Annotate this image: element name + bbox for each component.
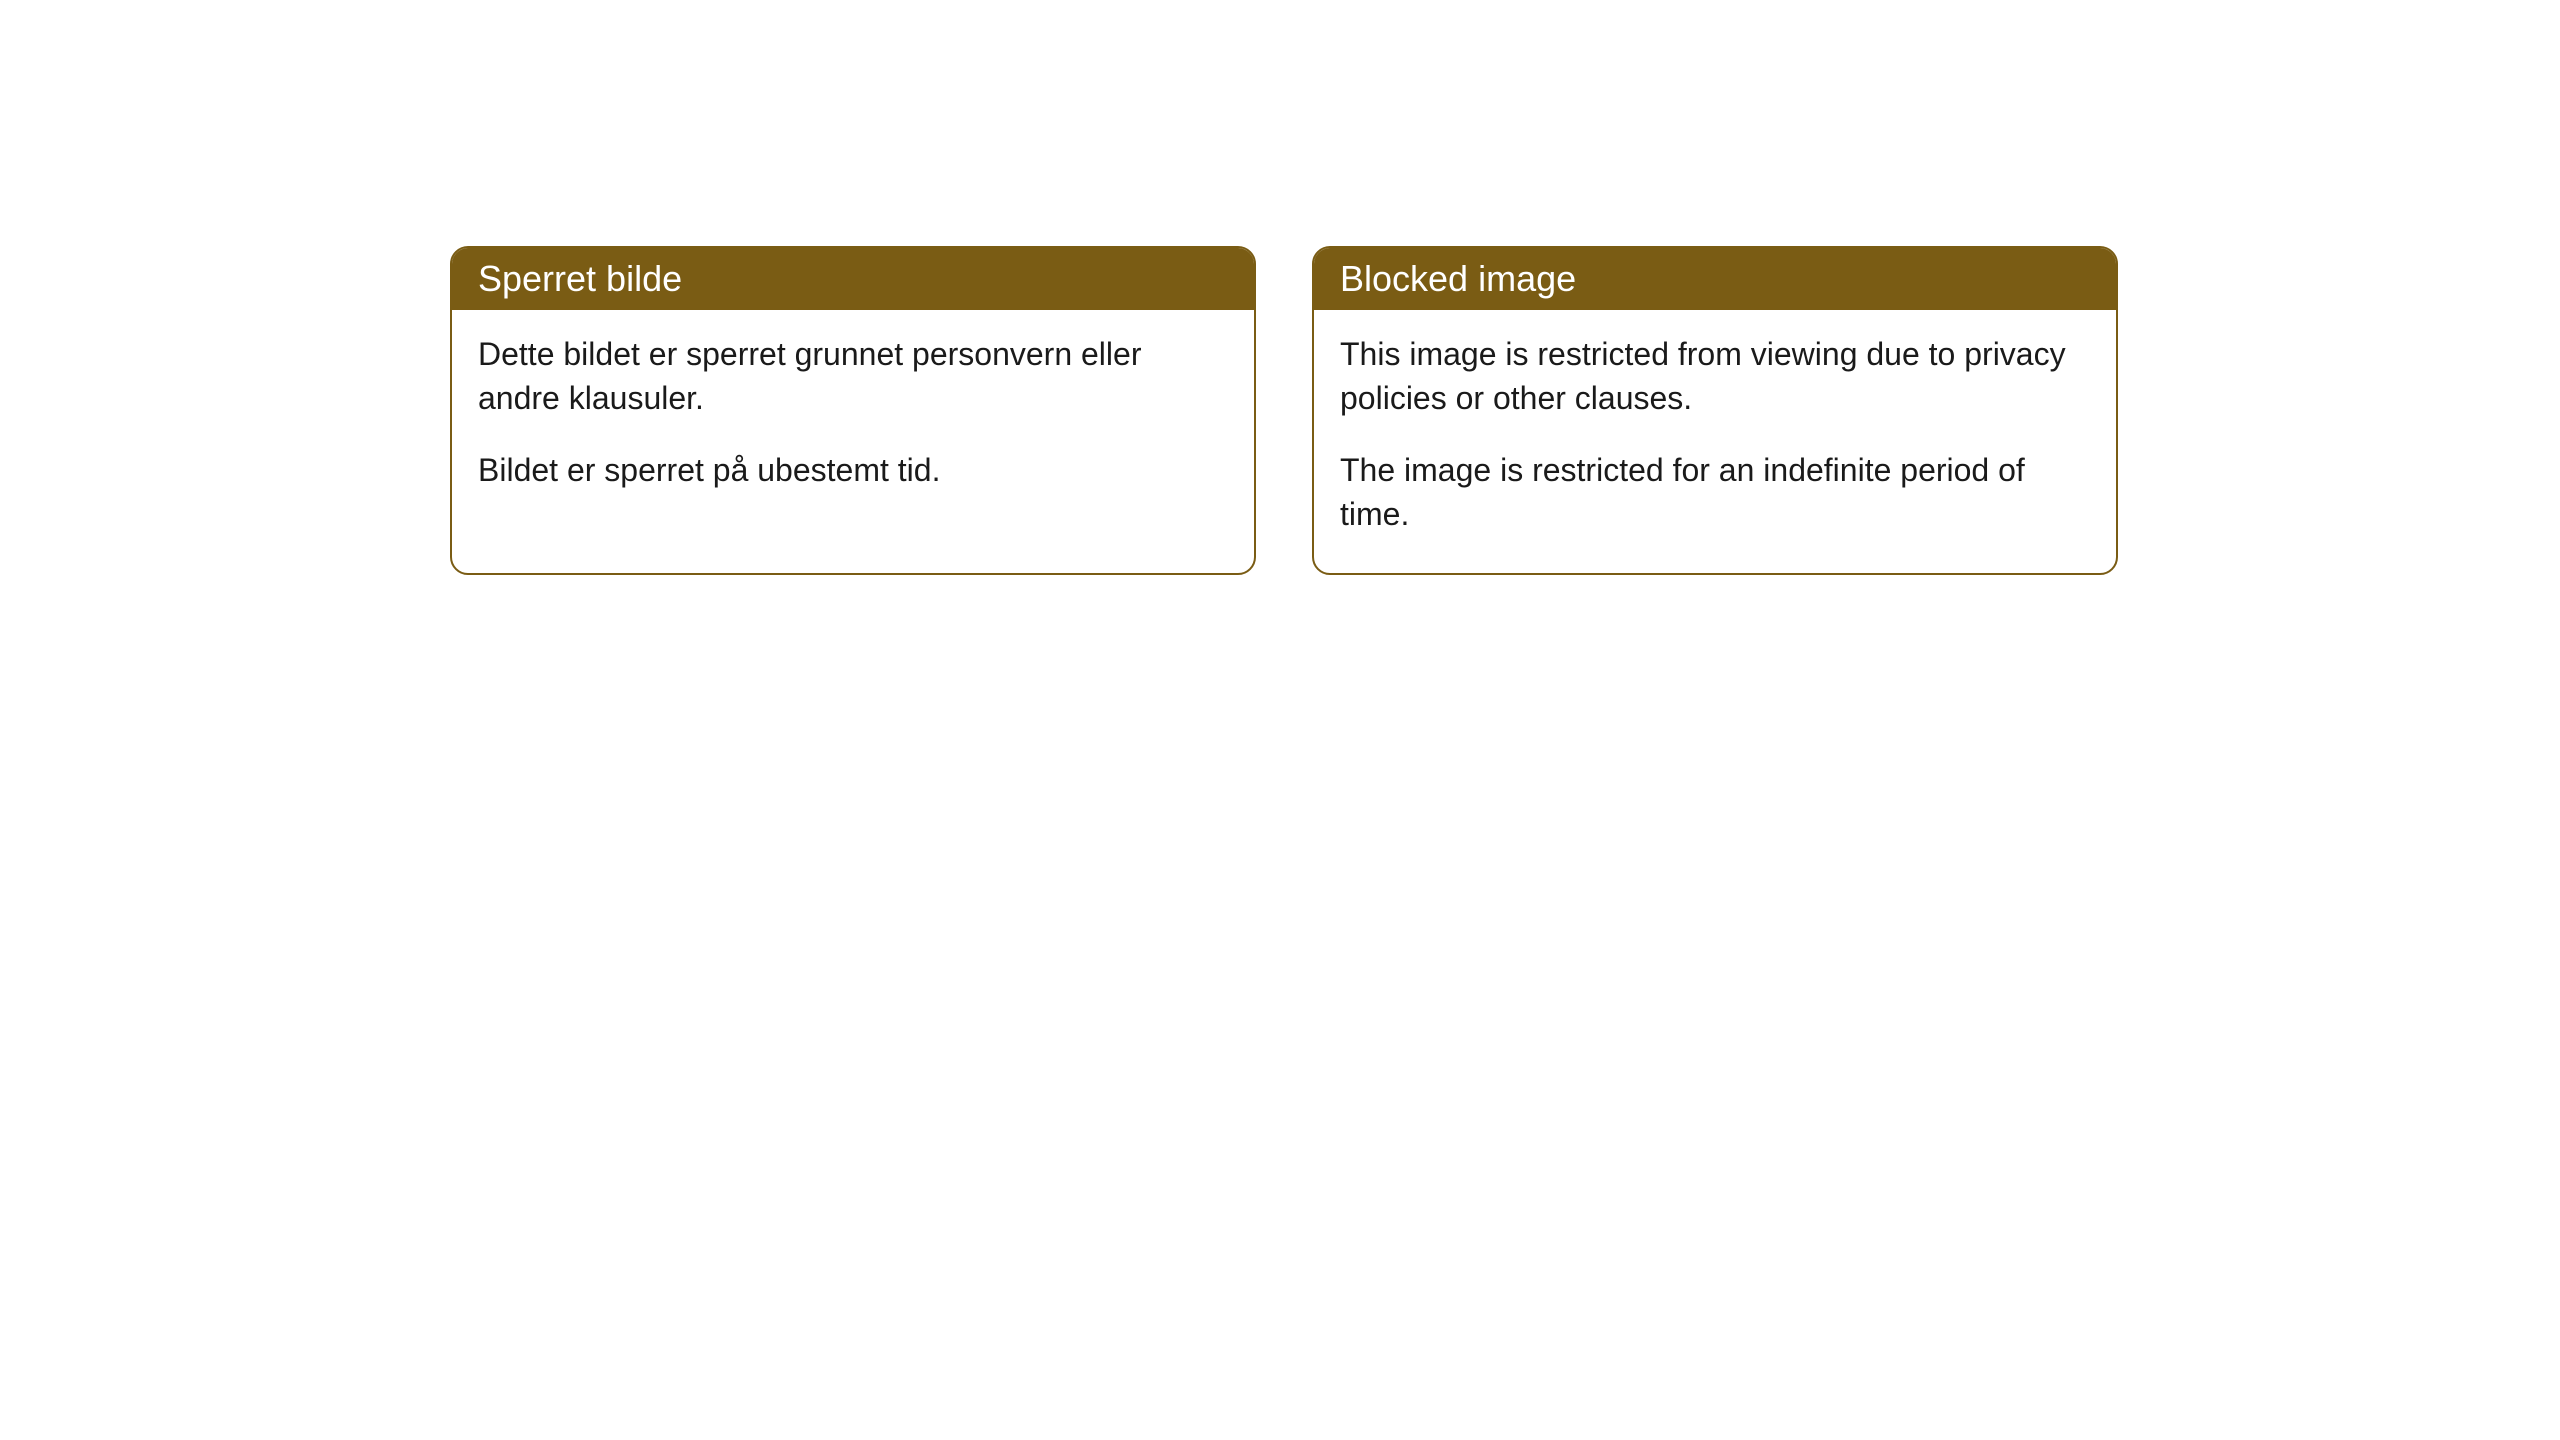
card-body-english: This image is restricted from viewing du… — [1314, 310, 2116, 573]
card-english: Blocked image This image is restricted f… — [1312, 246, 2118, 575]
card-paragraph: Dette bildet er sperret grunnet personve… — [478, 332, 1228, 420]
cards-container: Sperret bilde Dette bildet er sperret gr… — [450, 246, 2118, 575]
card-paragraph: This image is restricted from viewing du… — [1340, 332, 2090, 420]
card-paragraph: Bildet er sperret på ubestemt tid. — [478, 448, 1228, 492]
card-body-norwegian: Dette bildet er sperret grunnet personve… — [452, 310, 1254, 528]
card-header-english: Blocked image — [1314, 248, 2116, 310]
card-title: Sperret bilde — [478, 258, 682, 299]
card-title: Blocked image — [1340, 258, 1576, 299]
card-paragraph: The image is restricted for an indefinit… — [1340, 448, 2090, 536]
card-norwegian: Sperret bilde Dette bildet er sperret gr… — [450, 246, 1256, 575]
card-header-norwegian: Sperret bilde — [452, 248, 1254, 310]
